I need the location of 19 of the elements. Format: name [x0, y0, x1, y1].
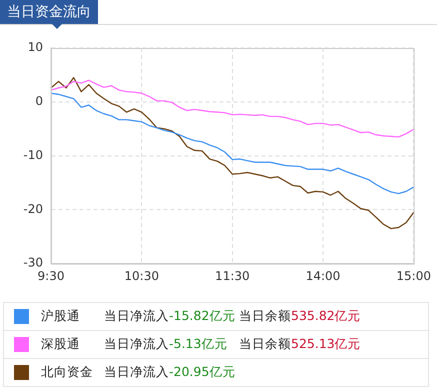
legend-label: 深股通	[41, 336, 81, 353]
x-tick-label: 9:30	[38, 268, 64, 283]
legend-label: 北向资金	[41, 364, 94, 381]
chart-title: 当日资金流向	[0, 0, 98, 24]
y-tick-label: -20	[23, 202, 43, 216]
y-tick-label: 0	[35, 94, 43, 108]
x-tick-label: 11:30	[215, 268, 250, 283]
text: 当日余额525.13亿元	[239, 336, 361, 351]
x-tick-label: 14:00	[306, 268, 340, 283]
legend-label: 沪股通	[41, 308, 81, 325]
x-tick-label: 10:30	[124, 268, 159, 283]
x-tick-label: 15:00	[396, 268, 432, 283]
text: 当日净流入-15.82亿元	[104, 308, 236, 323]
text: 当日净流入-5.13亿元	[104, 336, 228, 351]
y-tick-label: -30	[23, 256, 43, 270]
text: 当日净流入-20.95亿元	[104, 364, 236, 379]
y-tick-label: 10	[28, 40, 43, 54]
text: 当日余额535.82亿元	[239, 308, 361, 323]
y-tick-label: -10	[23, 148, 43, 162]
